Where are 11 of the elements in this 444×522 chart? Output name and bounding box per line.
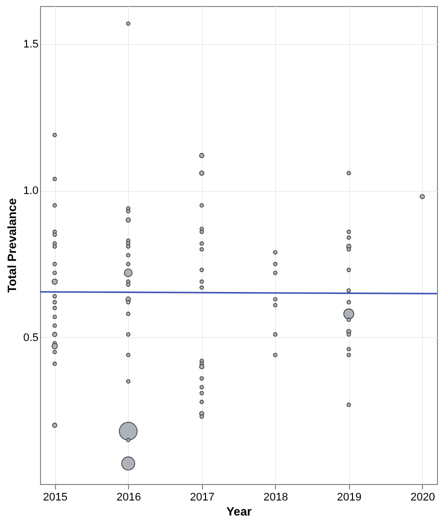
x-tick-label: 2018 — [264, 492, 288, 504]
x-tick-label: 2017 — [190, 492, 214, 504]
x-tick-label: 2015 — [42, 492, 68, 504]
y-tick-label: 1.5 — [23, 38, 38, 51]
y-tick-label: 0.5 — [23, 332, 38, 344]
y-axis-title: Total Prevalance — [5, 198, 20, 293]
x-axis-title: Year — [226, 504, 252, 518]
x-tick-label: 2016 — [116, 492, 141, 504]
y-tick-label: 1.0 — [23, 185, 38, 198]
x-tick-label: 2020 — [410, 492, 436, 504]
x-tick-label: 2019 — [337, 492, 362, 504]
